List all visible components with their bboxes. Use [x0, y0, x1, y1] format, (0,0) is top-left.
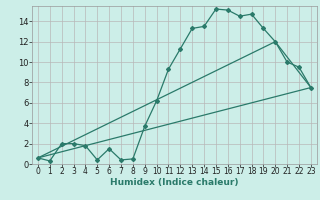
X-axis label: Humidex (Indice chaleur): Humidex (Indice chaleur): [110, 178, 239, 187]
